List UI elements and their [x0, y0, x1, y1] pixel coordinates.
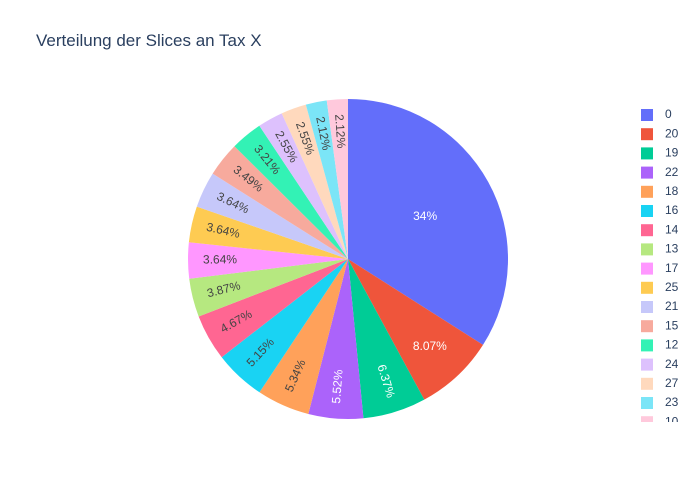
legend-label: 18 — [665, 184, 679, 198]
legend-swatch — [641, 166, 653, 179]
legend-label: 16 — [665, 203, 679, 217]
legend-item-15[interactable]: 15 — [641, 318, 679, 332]
pie-slice-0[interactable] — [348, 99, 508, 345]
legend-item-10[interactable]: 10 — [641, 414, 679, 428]
legend-label: 25 — [665, 280, 679, 294]
pie-slice-14[interactable] — [198, 259, 348, 358]
pie-slice-18[interactable] — [259, 259, 348, 415]
pie-slice-12[interactable] — [234, 125, 348, 259]
legend-item-27[interactable]: 27 — [641, 376, 679, 390]
legend-item-16[interactable]: 16 — [641, 203, 679, 217]
legend-label: 21 — [665, 299, 679, 313]
legend-swatch — [641, 109, 653, 121]
legend-swatch — [641, 339, 653, 352]
pie-slice-10[interactable] — [326, 99, 348, 259]
legend-swatch — [641, 281, 653, 294]
slice-label-22: 5.52% — [329, 369, 346, 404]
legend-swatch — [641, 224, 653, 237]
chart-title: Verteilung der Slices an Tax X — [36, 31, 262, 50]
legend-label: 0 — [665, 107, 672, 121]
pie-slice-23[interactable] — [305, 100, 348, 260]
legend-swatch — [641, 262, 653, 275]
legend-item-19[interactable]: 19 — [641, 146, 679, 160]
legend-swatch — [641, 205, 653, 217]
pie-slice-24[interactable] — [259, 113, 348, 259]
pie-slice-27[interactable] — [281, 104, 348, 259]
legend-item-22[interactable]: 22 — [641, 165, 679, 179]
legend-label: 22 — [665, 165, 679, 179]
legend-label: 14 — [665, 222, 679, 236]
pie-slice-13[interactable] — [189, 259, 348, 317]
pie-slice-25[interactable] — [188, 206, 348, 259]
legend-item-24[interactable]: 24 — [641, 357, 679, 371]
legend-swatch — [641, 243, 653, 256]
legend-swatch — [641, 358, 653, 371]
pie-slice-21[interactable] — [196, 173, 348, 259]
legend-swatch — [641, 301, 653, 313]
legend-label: 17 — [665, 261, 679, 275]
legend-item-17[interactable]: 17 — [641, 261, 679, 275]
legend-label: 10 — [665, 414, 679, 428]
legend-label: 24 — [665, 357, 679, 371]
legend-swatch — [641, 147, 653, 160]
slice-label-0: 34% — [413, 209, 437, 223]
legend-label: 19 — [665, 146, 679, 160]
legend-item-20[interactable]: 20 — [641, 126, 679, 140]
legend-item-0[interactable]: 0 — [641, 107, 672, 121]
pie-slice-22[interactable] — [308, 259, 364, 420]
pie-slice-20[interactable] — [348, 259, 484, 400]
legend-label: 15 — [665, 318, 679, 332]
legend-item-18[interactable]: 18 — [641, 184, 679, 198]
slice-label-23: 2.12% — [313, 115, 334, 151]
pie-slice-17[interactable] — [188, 242, 348, 279]
legend-swatch — [641, 128, 653, 141]
legend-swatch — [641, 416, 653, 422]
legend-item-14[interactable]: 14 — [641, 222, 679, 236]
legend-item-13[interactable]: 13 — [641, 242, 679, 256]
legend-label: 13 — [665, 242, 679, 256]
legend-swatch — [641, 185, 653, 198]
legend-swatch — [641, 320, 653, 333]
legend-item-12[interactable]: 12 — [641, 338, 679, 352]
pie-slice-16[interactable] — [221, 259, 348, 393]
slice-label-20: 8.07% — [413, 339, 447, 353]
legend-label: 27 — [665, 376, 679, 390]
legend-label: 12 — [665, 338, 679, 352]
slice-label-17: 3.64% — [203, 252, 237, 266]
legend-swatch — [641, 377, 653, 390]
legend-label: 20 — [665, 126, 679, 140]
pie-slice-15[interactable] — [212, 146, 348, 259]
legend-item-23[interactable]: 23 — [641, 395, 679, 409]
legend-item-21[interactable]: 21 — [641, 299, 679, 313]
pie-slice-19[interactable] — [348, 259, 425, 419]
legend-swatch — [641, 397, 653, 409]
legend[interactable]: 0 20 19 22 18 16 14 13 17 25 21 15 12 24 27 23 10 — [641, 107, 679, 428]
slice-label-10: 2.12% — [332, 114, 348, 149]
legend-item-25[interactable]: 25 — [641, 280, 679, 294]
legend-label: 23 — [665, 395, 679, 409]
pie-slices — [188, 99, 508, 420]
